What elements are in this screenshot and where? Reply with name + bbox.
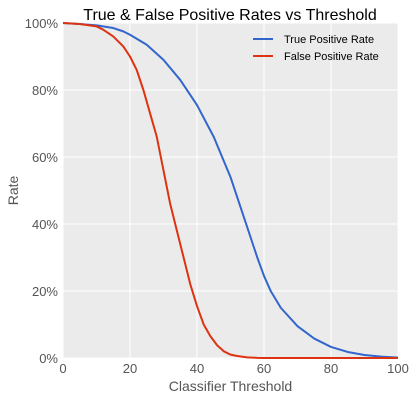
y-tick-label: 60% [32, 150, 58, 165]
y-tick-label: 0% [39, 351, 58, 366]
chart-title: True & False Positive Rates vs Threshold [83, 7, 376, 24]
x-tick-label: 20 [123, 361, 137, 376]
x-tick-label: 60 [257, 361, 271, 376]
legend-label-false-positive-rate: False Positive Rate [284, 51, 379, 63]
grid [62, 22, 399, 359]
y-tick-label: 40% [32, 217, 58, 232]
legend: True Positive Rate False Positive Rate [253, 34, 379, 63]
series-line-false-positive-rate [62, 22, 398, 359]
plot-area [63, 23, 398, 358]
series-layer [62, 22, 399, 359]
x-tick-label: 40 [190, 361, 204, 376]
y-axis-label: Rate [5, 176, 21, 206]
x-tick-label: 80 [324, 361, 338, 376]
x-tick-label: 0 [59, 361, 66, 376]
y-tick-label: 80% [32, 83, 58, 98]
series-line-true-positive-rate [62, 22, 399, 359]
y-axis-ticks: 0% 20% 40% 60% 80% 100% [25, 16, 59, 366]
x-tick-label: 100 [387, 361, 409, 376]
y-tick-label: 20% [32, 284, 58, 299]
y-tick-label: 100% [25, 16, 59, 31]
legend-label-true-positive-rate: True Positive Rate [284, 34, 374, 46]
x-axis-label: Classifier Threshold [169, 378, 292, 394]
x-axis-ticks: 0 20 40 60 80 100 [59, 361, 408, 376]
